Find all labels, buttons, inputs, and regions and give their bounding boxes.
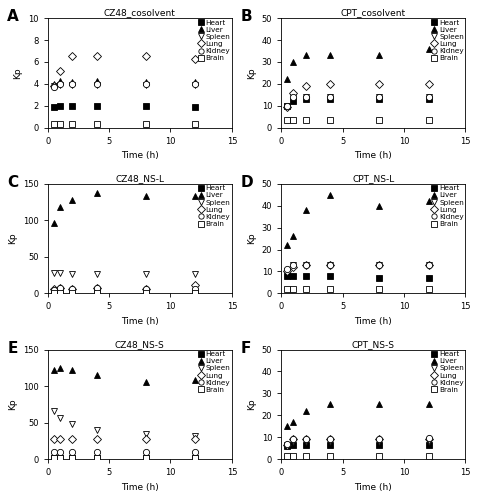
Text: A: A	[7, 10, 19, 24]
Text: D: D	[240, 175, 253, 190]
Y-axis label: Kp: Kp	[8, 233, 17, 244]
X-axis label: Time (h): Time (h)	[354, 317, 392, 326]
Legend: Heart, Liver, Spleen, Lung, Kidney, Brain: Heart, Liver, Spleen, Lung, Kidney, Brai…	[431, 19, 465, 62]
Y-axis label: Kp: Kp	[247, 398, 256, 410]
Text: F: F	[240, 341, 251, 356]
Title: CPT_NS-S: CPT_NS-S	[352, 340, 395, 349]
Y-axis label: Kp: Kp	[8, 398, 17, 410]
Title: CPT_cosolvent: CPT_cosolvent	[341, 8, 406, 18]
Legend: Heart, Liver, Spleen, Lung, Kidney, Brain: Heart, Liver, Spleen, Lung, Kidney, Brai…	[197, 19, 231, 62]
Legend: Heart, Liver, Spleen, Lung, Kidney, Brain: Heart, Liver, Spleen, Lung, Kidney, Brai…	[431, 350, 465, 394]
Title: CPT_NS-L: CPT_NS-L	[352, 174, 394, 183]
X-axis label: Time (h): Time (h)	[354, 151, 392, 160]
Title: CZ48_cosolvent: CZ48_cosolvent	[104, 8, 176, 18]
X-axis label: Time (h): Time (h)	[121, 151, 159, 160]
X-axis label: Time (h): Time (h)	[121, 317, 159, 326]
Text: E: E	[7, 341, 18, 356]
Y-axis label: Kp: Kp	[247, 233, 256, 244]
Legend: Heart, Liver, Spleen, Lung, Kidney, Brain: Heart, Liver, Spleen, Lung, Kidney, Brai…	[197, 184, 231, 228]
X-axis label: Time (h): Time (h)	[121, 482, 159, 492]
X-axis label: Time (h): Time (h)	[354, 482, 392, 492]
Legend: Heart, Liver, Spleen, Lung, Kidney, Brain: Heart, Liver, Spleen, Lung, Kidney, Brai…	[431, 184, 465, 228]
Y-axis label: Kp: Kp	[13, 67, 23, 78]
Title: CZ48_NS-L: CZ48_NS-L	[115, 174, 164, 183]
Text: B: B	[240, 10, 252, 24]
Legend: Heart, Liver, Spleen, Lung, Kidney, Brain: Heart, Liver, Spleen, Lung, Kidney, Brai…	[197, 350, 231, 394]
Y-axis label: Kp: Kp	[247, 67, 256, 78]
Text: C: C	[7, 175, 18, 190]
Title: CZ48_NS-S: CZ48_NS-S	[115, 340, 165, 349]
